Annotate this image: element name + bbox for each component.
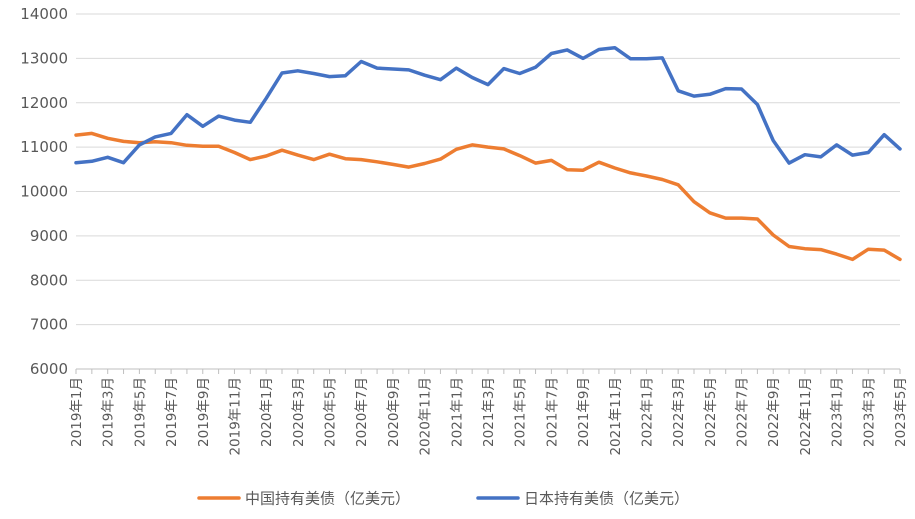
x-tick-label: 2023年1月 — [830, 377, 846, 447]
legend-label-0: 中国持有美债（亿美元） — [245, 490, 410, 508]
x-tick-label: 2020年7月 — [354, 377, 370, 447]
x-tick-label: 2021年11月 — [608, 377, 624, 456]
x-tick-label: 2023年5月 — [893, 377, 909, 447]
series-line-0 — [74, 131, 902, 262]
x-tick-label: 2022年5月 — [703, 377, 719, 447]
x-tick-label: 2019年11月 — [227, 377, 243, 456]
gridlines — [76, 13, 900, 370]
x-tick-label: 2022年11月 — [798, 377, 814, 456]
x-tick-label: 2022年1月 — [639, 377, 655, 447]
y-tick-label: 13000 — [20, 49, 68, 67]
y-axis: 6000 7000 8000 9000 10000 11000 12000 13000 1400… — [20, 5, 68, 378]
x-tick-label: 2023年3月 — [861, 377, 877, 447]
y-tick-label: 12000 — [20, 94, 68, 112]
y-tick-label: 9000 — [30, 227, 68, 245]
x-tick-label: 2019年5月 — [132, 377, 148, 447]
y-tick-label: 7000 — [30, 316, 68, 334]
x-tick-label: 2022年9月 — [766, 377, 782, 447]
series-lines — [74, 45, 902, 262]
x-tick-label: 2019年1月 — [69, 377, 85, 447]
x-tick-label: 2021年5月 — [513, 377, 529, 447]
x-tick-label: 2021年3月 — [481, 377, 497, 447]
x-axis: 2019年1月 2019年3月 2019年5月 2019年7月 2019年9月 2019年… — [69, 368, 909, 456]
x-tick-label: 2020年1月 — [259, 377, 275, 447]
legend-label-1: 日本持有美债（亿美元） — [524, 490, 689, 508]
x-tick-label: 2021年1月 — [449, 377, 465, 447]
x-tick-label: 2020年5月 — [323, 377, 339, 447]
x-tick-label: 2022年7月 — [735, 377, 751, 447]
y-tick-label: 14000 — [20, 5, 68, 23]
y-tick-label: 10000 — [20, 183, 68, 201]
series-line-1 — [74, 45, 902, 165]
x-tick-label: 2020年9月 — [386, 377, 402, 447]
y-tick-label: 6000 — [30, 360, 68, 378]
y-tick-label: 11000 — [20, 138, 68, 156]
x-tick-label: 2019年7月 — [164, 377, 180, 447]
x-tick-label: 2021年9月 — [576, 377, 592, 447]
legend: 中国持有美债（亿美元） 日本持有美债（亿美元） — [197, 490, 689, 508]
x-tick-label: 2020年3月 — [291, 377, 307, 447]
x-tick-label: 2022年3月 — [671, 377, 687, 447]
x-tick-label: 2020年11月 — [418, 377, 434, 456]
x-tick-label: 2019年9月 — [196, 377, 212, 447]
y-tick-label: 8000 — [30, 271, 68, 289]
x-tick-label: 2021年7月 — [544, 377, 560, 447]
x-tick-label: 2019年3月 — [101, 377, 117, 447]
